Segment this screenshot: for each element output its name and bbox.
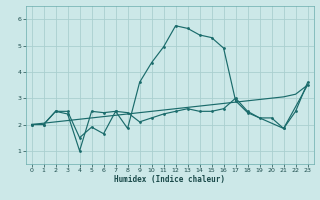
- X-axis label: Humidex (Indice chaleur): Humidex (Indice chaleur): [114, 175, 225, 184]
